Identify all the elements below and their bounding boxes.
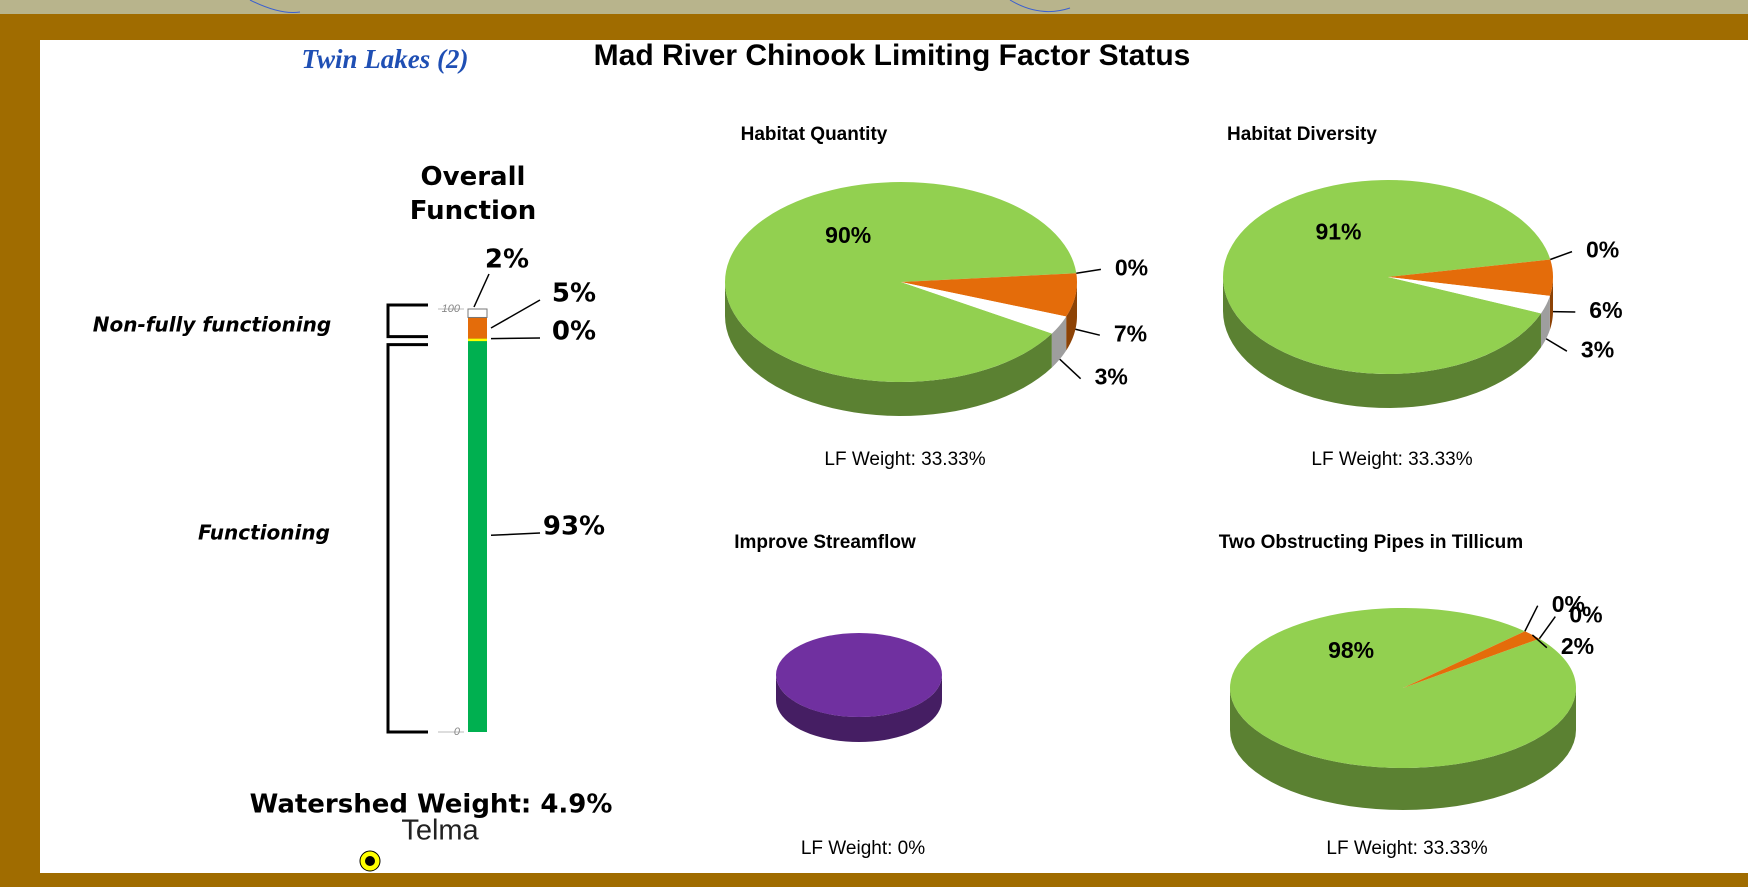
value-label: 5% xyxy=(552,279,596,309)
value-label: 91% xyxy=(1315,218,1361,244)
y-tick-label: 100 xyxy=(442,303,461,315)
value-label: 0% xyxy=(552,317,596,347)
range-label: Functioning xyxy=(198,521,330,545)
footnote: LF Weight: 33.33% xyxy=(1326,838,1487,859)
bar-segment xyxy=(468,339,487,342)
location: Twin Lakes (2) xyxy=(302,44,469,74)
footnote: LF Weight: 33.33% xyxy=(1311,449,1472,470)
footnote: LF Weight: 33.33% xyxy=(824,449,985,470)
value-label: 3% xyxy=(1581,336,1614,362)
value-label: 0% xyxy=(1569,602,1602,628)
bar-segment xyxy=(468,309,487,317)
place-marker-dot xyxy=(365,856,375,866)
bar-title: Overall Function xyxy=(393,160,553,228)
chart: Twin Lakes (2) Mad River Chinook Limitin… xyxy=(0,0,1748,887)
value-label: 3% xyxy=(1095,364,1128,390)
value-label: 0% xyxy=(1586,237,1619,263)
value-label: 7% xyxy=(1114,320,1147,346)
value-label: 6% xyxy=(1589,297,1622,323)
range-label: Non-fully functioning xyxy=(93,313,332,337)
value-label: 93% xyxy=(543,512,605,542)
value-label: 90% xyxy=(825,222,871,248)
bar-segment xyxy=(468,339,487,732)
pie-title: Habitat Quantity xyxy=(741,124,888,145)
screen: Twin Lakes (2) Mad River Chinook Limitin… xyxy=(0,0,1748,887)
value-label: 98% xyxy=(1328,637,1374,663)
pie-title: Improve Streamflow xyxy=(734,532,916,553)
footnote: Watershed Weight: 4.9% xyxy=(250,790,613,820)
y-tick-label: 0 xyxy=(454,726,461,738)
value-label: 2% xyxy=(1561,633,1594,659)
footnote: LF Weight: 0% xyxy=(801,838,925,859)
pie-title: Habitat Diversity xyxy=(1227,124,1377,145)
value-label: 0% xyxy=(1115,254,1148,280)
value-label: 2% xyxy=(485,245,529,275)
page-title: Mad River Chinook Limiting Factor Status xyxy=(594,39,1191,72)
leader-line xyxy=(491,338,540,339)
bar-segment xyxy=(468,317,487,338)
pie-title: Two Obstructing Pipes in Tillicum xyxy=(1219,532,1523,553)
pie-slice xyxy=(776,633,942,717)
